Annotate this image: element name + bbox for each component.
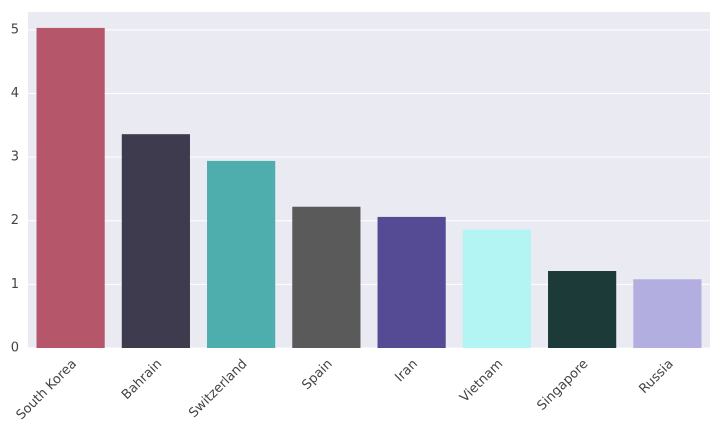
bar [121, 134, 190, 348]
y-tick-label: 4 [11, 86, 19, 101]
x-tick-label: Spain [299, 357, 335, 393]
bar [292, 206, 361, 348]
y-tick-label: 3 [11, 150, 19, 165]
x-tick-label: Iran [392, 357, 421, 386]
x-tick-label: Bahrain [119, 357, 165, 403]
x-tick-label: Vietnam [457, 357, 506, 406]
bar [377, 216, 446, 348]
y-tick-label: 0 [11, 341, 19, 356]
bar [462, 229, 531, 348]
bar [36, 27, 105, 349]
x-tick-label: Switzerland [186, 357, 250, 421]
bar [548, 271, 617, 348]
y-tick-label: 1 [11, 277, 19, 292]
y-tick-label: 2 [11, 213, 19, 228]
bar [207, 160, 276, 348]
x-tick-label: Russia [637, 357, 677, 397]
x-tick-label: South Korea [14, 357, 80, 423]
y-tick-label: 5 [11, 22, 19, 37]
x-tick-label: Singapore [534, 357, 591, 414]
bar [633, 279, 702, 348]
